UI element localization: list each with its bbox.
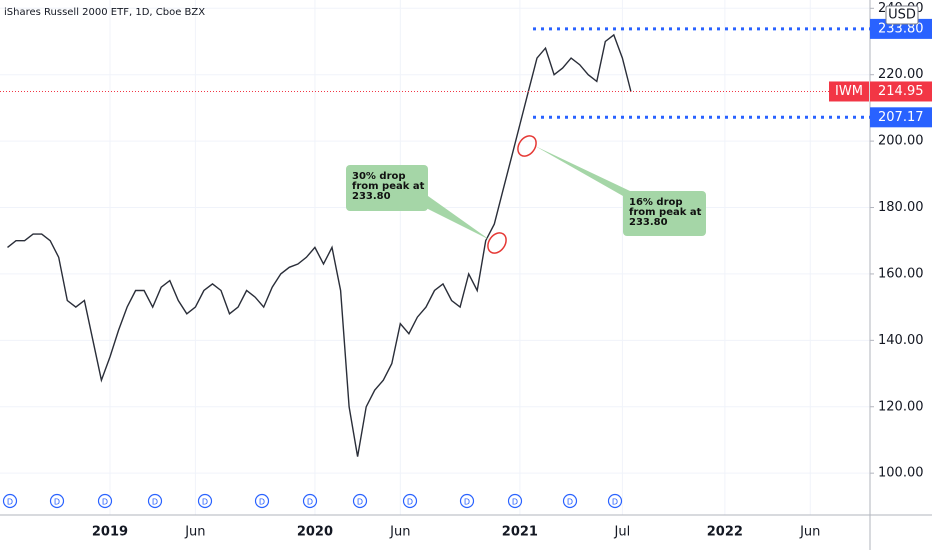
dividend-label: D	[102, 498, 108, 507]
dividend-label: D	[612, 498, 618, 507]
level-tag	[870, 107, 932, 128]
price-line	[7, 33, 632, 457]
last-price-tag	[870, 81, 932, 102]
y-tick-label: 220.00	[878, 67, 924, 82]
x-tick-label: Jun	[184, 525, 205, 540]
dividend-label: D	[7, 498, 13, 507]
callout-text: 233.80	[629, 217, 668, 228]
last-price-label: 214.95	[878, 84, 924, 99]
dividend-marker	[197, 493, 213, 509]
callout-box	[623, 191, 706, 236]
chart-title: iShares Russell 2000 ETF, 1D, Cboe BZX	[4, 7, 205, 18]
callout-text: from peak at	[352, 181, 425, 192]
callout-text: 30% drop	[352, 171, 406, 182]
dividend-marker	[2, 493, 18, 509]
x-tick-label: Jun	[389, 525, 410, 540]
callout-pointer	[420, 196, 490, 240]
grid	[0, 0, 870, 515]
callout-text: 16% drop	[629, 197, 683, 208]
callout-circle	[487, 232, 507, 254]
dividend-label: D	[407, 498, 413, 507]
currency-box	[885, 5, 919, 25]
callout-text: 233.80	[352, 191, 391, 202]
level-label: 233.80	[878, 21, 924, 36]
callout-pointer	[535, 146, 630, 196]
symbol-tag	[829, 81, 869, 102]
dividend-label: D	[152, 498, 158, 507]
level-label: 207.17	[878, 110, 924, 125]
dividend-label: D	[259, 498, 265, 507]
dividend-marker	[562, 493, 578, 509]
x-tick-label: 2020	[297, 525, 333, 540]
x-tick-label: Jun	[799, 525, 820, 540]
dividend-label: D	[202, 498, 208, 507]
y-tick-label: 100.00	[878, 466, 924, 481]
currency-label: USD	[888, 8, 916, 23]
x-tick-label: 2019	[92, 525, 128, 540]
x-tick-label: Jul	[614, 525, 631, 540]
dividend-marker	[254, 493, 270, 509]
dividend-marker	[402, 493, 418, 509]
y-tick-label: 120.00	[878, 399, 924, 414]
callout-circle	[517, 135, 537, 157]
dividend-marker	[507, 493, 523, 509]
dividend-label: D	[464, 498, 470, 507]
dividend-marker	[607, 493, 623, 509]
x-tick-label: 2021	[502, 525, 538, 540]
dividend-label: D	[357, 498, 363, 507]
x-tick-label: 2022	[707, 525, 743, 540]
y-tick-label: 160.00	[878, 266, 924, 281]
symbol-label: IWM	[835, 84, 863, 99]
y-tick-label: 140.00	[878, 333, 924, 348]
dividend-marker	[147, 493, 163, 509]
dividend-label: D	[54, 498, 60, 507]
dividend-marker	[459, 493, 475, 509]
y-tick-label: 200.00	[878, 134, 924, 149]
dividend-marker	[352, 493, 368, 509]
y-tick-label: 180.00	[878, 200, 924, 215]
callout-text: from peak at	[629, 207, 702, 218]
dividend-label: D	[307, 498, 313, 507]
dividend-marker	[97, 493, 113, 509]
dividend-label: D	[567, 498, 573, 507]
dividend-label: D	[512, 498, 518, 507]
dividend-marker	[302, 493, 318, 509]
callout-box	[346, 165, 428, 211]
dividend-marker	[49, 493, 65, 509]
